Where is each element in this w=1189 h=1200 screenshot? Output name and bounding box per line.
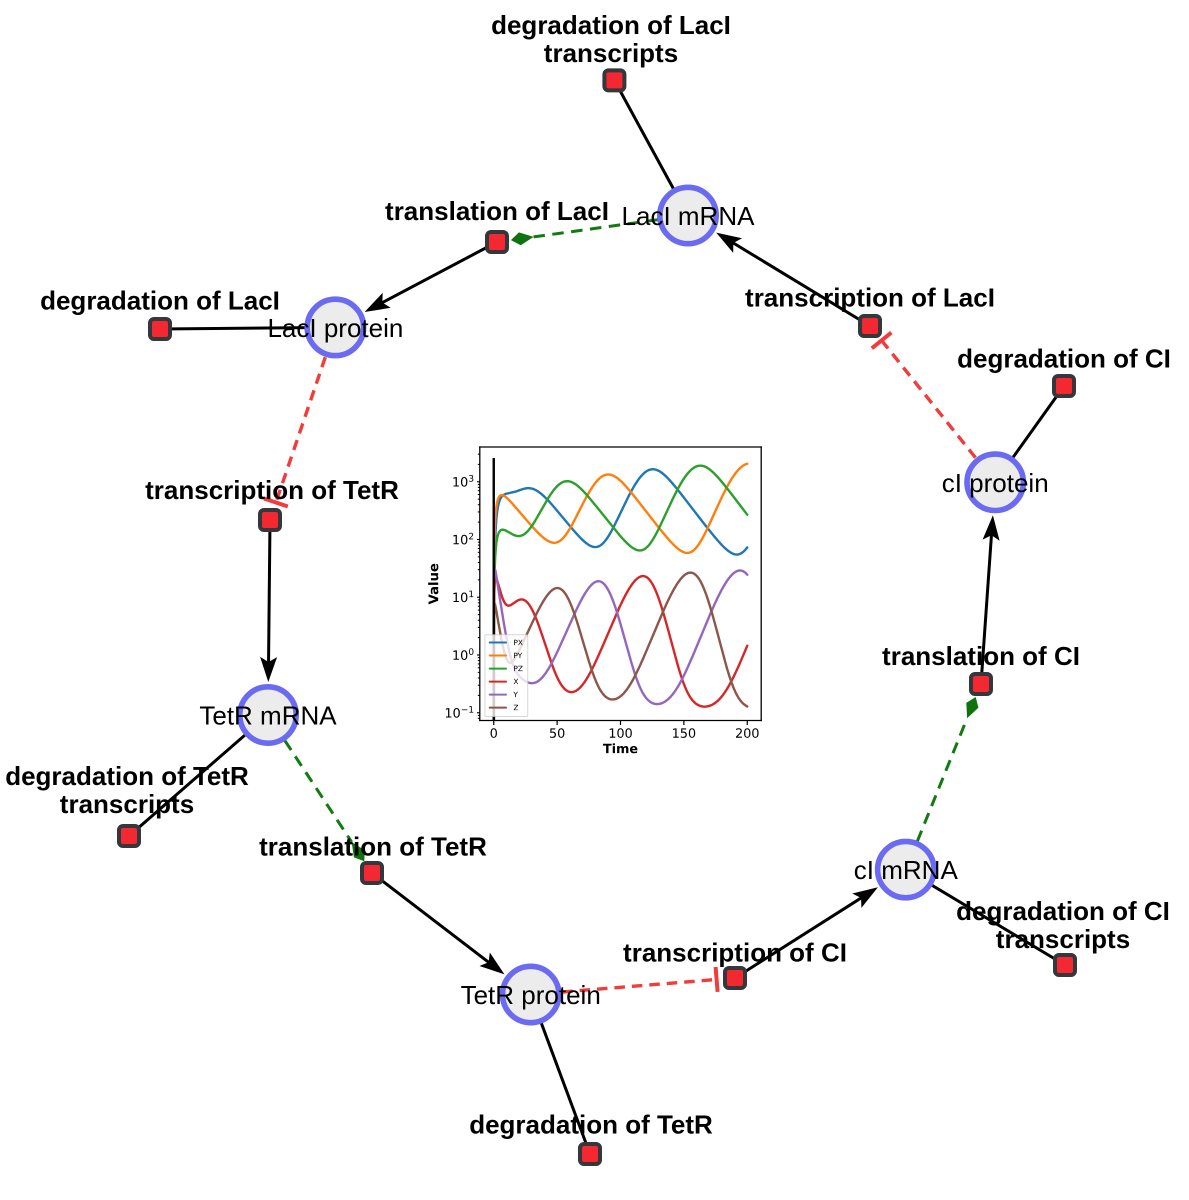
svg-text:transcription of TetR: transcription of TetR xyxy=(145,475,399,505)
svg-text:translation of CI: translation of CI xyxy=(882,641,1080,671)
svg-text:degradation of TetR: degradation of TetR xyxy=(469,1110,713,1140)
svg-text:transcripts: transcripts xyxy=(60,789,194,819)
svg-text:degradation of TetR: degradation of TetR xyxy=(5,761,249,791)
svg-text:degradation of CI: degradation of CI xyxy=(957,344,1171,374)
svg-text:degradation of CI: degradation of CI xyxy=(956,896,1170,926)
svg-text:transcription of CI: transcription of CI xyxy=(623,938,847,968)
svg-text:translation of LacI: translation of LacI xyxy=(385,196,609,226)
svg-text:TetR mRNA: TetR mRNA xyxy=(199,701,337,731)
svg-text:LacI mRNA: LacI mRNA xyxy=(622,201,756,231)
svg-text:transcription of LacI: transcription of LacI xyxy=(745,283,995,313)
svg-text:transcripts: transcripts xyxy=(996,924,1130,954)
svg-text:transcripts: transcripts xyxy=(544,38,678,68)
svg-text:translation of TetR: translation of TetR xyxy=(259,832,487,862)
svg-text:cI mRNA: cI mRNA xyxy=(854,855,959,885)
svg-text:LacI protein: LacI protein xyxy=(267,313,403,343)
svg-text:degradation of LacI: degradation of LacI xyxy=(491,10,731,40)
svg-text:cI protein: cI protein xyxy=(942,468,1049,498)
svg-text:TetR protein: TetR protein xyxy=(461,980,601,1010)
svg-text:degradation of LacI: degradation of LacI xyxy=(40,286,280,316)
